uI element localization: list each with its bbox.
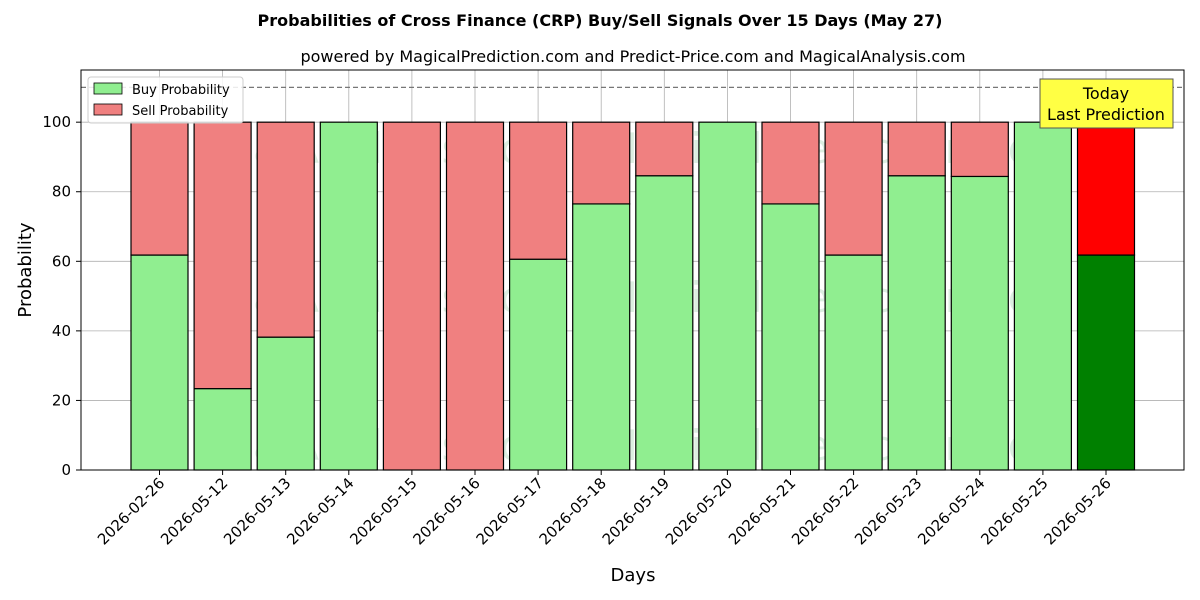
bar-sell	[193, 121, 252, 390]
bar-sell	[256, 121, 315, 338]
bar-buy	[1076, 254, 1136, 471]
legend: Buy Probability Sell Probability	[87, 76, 244, 124]
bar-sell	[950, 121, 1009, 178]
x-tick-label: 2026-05-17	[473, 474, 547, 548]
x-tick-label: 2026-05-24	[914, 474, 988, 548]
x-tick-label: 2026-05-20	[662, 474, 736, 548]
bar-buy	[256, 336, 315, 471]
x-tick-label: 2026-05-23	[851, 474, 925, 548]
bar-sell	[445, 121, 505, 471]
bar-sell	[130, 121, 189, 256]
x-tick-label: 2026-05-15	[346, 474, 420, 548]
bar-buy	[1013, 121, 1073, 471]
today-annotation: Today Last Prediction	[1039, 78, 1174, 129]
y-tick-label: 100	[42, 113, 71, 131]
x-tick-label: 2026-05-19	[599, 474, 673, 548]
x-tick-label: 2026-05-18	[536, 474, 610, 548]
x-axis-label: Days	[611, 565, 656, 586]
y-tick-label: 20	[52, 391, 71, 409]
y-tick-label: 60	[52, 252, 71, 270]
chart-subtitle: powered by MagicalPrediction.com and Pre…	[300, 47, 965, 66]
legend-box	[87, 76, 244, 124]
bar-buy	[761, 203, 820, 471]
bar-sell	[887, 121, 946, 177]
bar-sell	[761, 121, 820, 205]
x-axis: 2026-02-262026-05-122026-05-132026-05-14…	[94, 470, 1115, 548]
plot-frame	[80, 69, 1185, 471]
legend-swatch-buy	[93, 82, 123, 95]
y-axis: 0 20 40 60 80 100	[42, 113, 81, 479]
bars	[130, 121, 1136, 471]
annotation-box	[1039, 78, 1174, 129]
bar-sell	[635, 121, 694, 177]
annotation-line-2: Last Prediction	[1047, 105, 1165, 124]
bar-buy	[950, 175, 1009, 471]
x-tick-label: 2026-05-25	[977, 474, 1051, 548]
x-tick-label: 2026-05-26	[1040, 474, 1114, 548]
y-tick-label: 40	[52, 322, 71, 340]
bar-buy	[887, 175, 946, 471]
bar-sell	[572, 121, 631, 205]
bar-buy	[635, 175, 694, 471]
x-tick-label: 2026-05-12	[157, 474, 231, 548]
bar-buy	[698, 121, 757, 471]
x-tick-label: 2026-05-13	[220, 474, 294, 548]
y-axis-label: Probability	[15, 222, 36, 317]
x-tick-label: 2026-05-22	[788, 474, 862, 548]
legend-swatch-sell	[93, 103, 123, 116]
x-tick-label: 2026-05-21	[725, 474, 799, 548]
bar-sell	[824, 121, 883, 256]
legend-label-buy: Buy Probability	[132, 83, 230, 98]
bar-buy	[193, 388, 252, 471]
bar-buy	[572, 203, 631, 471]
annotation-line-1: Today	[1082, 84, 1129, 103]
x-tick-label: 2026-02-26	[94, 474, 168, 548]
y-tick-label: 0	[61, 461, 71, 479]
bar-buy	[319, 121, 378, 471]
bar-sell	[382, 121, 441, 471]
chart-title: Probabilities of Cross Finance (CRP) Buy…	[258, 11, 943, 30]
bar-sell	[509, 121, 568, 260]
legend-label-sell: Sell Probability	[132, 104, 229, 119]
bar-buy	[130, 254, 189, 471]
x-tick-label: 2026-05-16	[409, 474, 483, 548]
bar-buy	[824, 254, 883, 471]
bar-buy	[509, 258, 568, 471]
y-tick-label: 80	[52, 183, 71, 201]
x-tick-label: 2026-05-14	[283, 474, 357, 548]
bar-sell	[1076, 121, 1136, 256]
